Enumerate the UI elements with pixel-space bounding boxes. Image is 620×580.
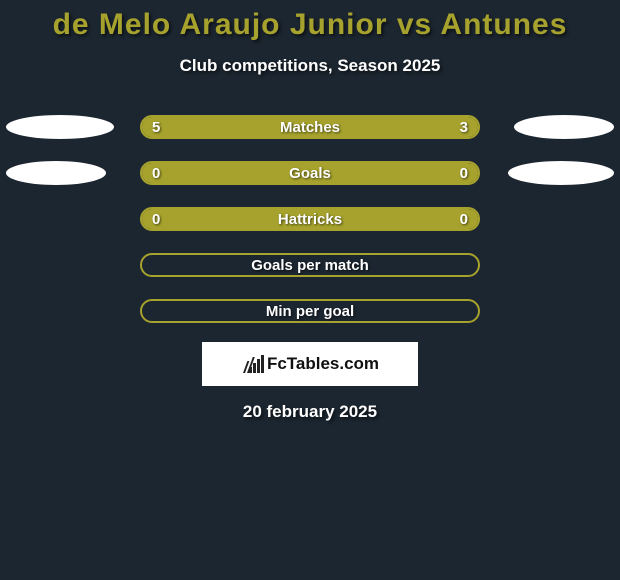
stat-row: Goals per match [0,242,620,288]
player-ellipse-right [508,161,614,185]
stat-row: 53Matches [0,104,620,150]
stat-bar: 53Matches [140,115,480,139]
stat-bar-fill-right [310,209,478,229]
stat-row: 00Hattricks [0,196,620,242]
stat-bar-fill-right [310,163,478,183]
brand-box: FcTables.com [202,342,418,386]
stat-bar: Goals per match [140,253,480,277]
stat-bar-fill-right [350,117,478,137]
brand-text: FcTables.com [267,354,379,374]
stat-bar: Min per goal [140,299,480,323]
player-ellipse-left [6,115,114,139]
stat-row: Min per goal [0,288,620,334]
date-label: 20 february 2025 [0,402,620,422]
stat-label: Goals per match [142,255,478,275]
stat-bar: 00Goals [140,161,480,185]
player-ellipse-right [514,115,614,139]
player-ellipse-left [6,161,106,185]
page-title: de Melo Araujo Junior vs Antunes [0,0,620,42]
stat-row: 00Goals [0,150,620,196]
stat-label: Min per goal [142,301,478,321]
stat-bar-fill-left [142,163,310,183]
comparison-rows: 53Matches 00Goals 00Hattricks Goals per mat… [0,104,620,334]
stat-bar-fill-left [142,117,350,137]
stat-bar-fill-left [142,209,310,229]
stat-bar: 00Hattricks [140,207,480,231]
page-subtitle: Club competitions, Season 2025 [0,56,620,76]
bar-chart-icon [241,355,263,373]
